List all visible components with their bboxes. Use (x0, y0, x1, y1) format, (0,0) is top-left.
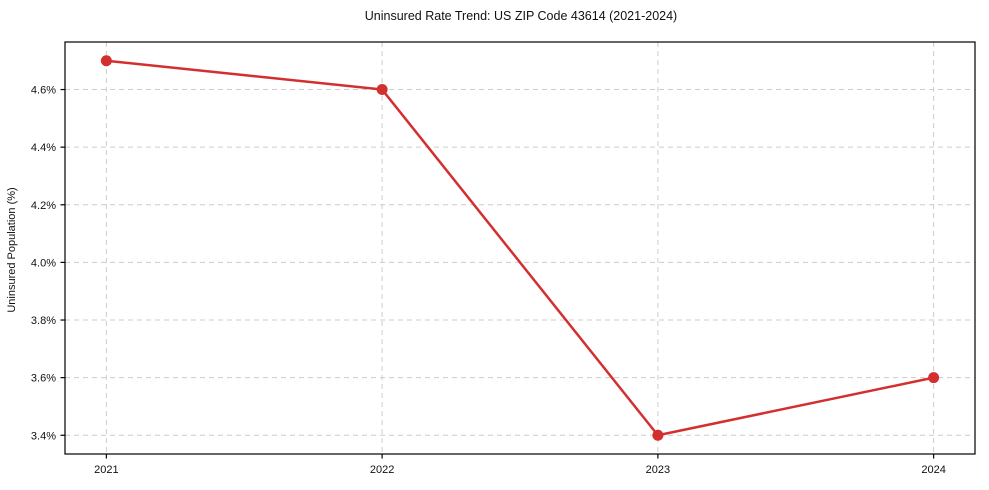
x-tick-label: 2023 (646, 464, 670, 476)
x-tick-label: 2021 (94, 464, 118, 476)
data-point (652, 429, 664, 441)
gridlines (65, 42, 975, 454)
data-point (100, 55, 112, 67)
y-tick-label: 4.2% (31, 200, 56, 212)
tick-labels: 2021 2022 2023 2024 3.4% 3.6% 3.8% 4.0% 4.2% 4.4%… (31, 85, 946, 476)
x-tick-label: 2022 (370, 464, 394, 476)
y-tick-label: 3.6% (31, 373, 56, 385)
y-tick-label: 4.0% (31, 257, 56, 269)
x-tick-label: 2024 (921, 464, 945, 476)
data-point (928, 372, 940, 384)
y-tick-label: 4.6% (31, 85, 56, 97)
y-axis-label: Uninsured Population (%) (6, 187, 18, 312)
y-tick-label: 3.8% (31, 315, 56, 327)
axes (60, 41, 976, 459)
trend-line (105, 59, 935, 437)
plot-border (64, 41, 976, 455)
chart-title: Uninsured Rate Trend: US ZIP Code 43614 … (365, 9, 677, 23)
y-tick-label: 4.4% (31, 142, 56, 154)
data-point (376, 84, 388, 96)
y-tick-label: 3.4% (31, 430, 56, 442)
data-series (100, 55, 940, 441)
